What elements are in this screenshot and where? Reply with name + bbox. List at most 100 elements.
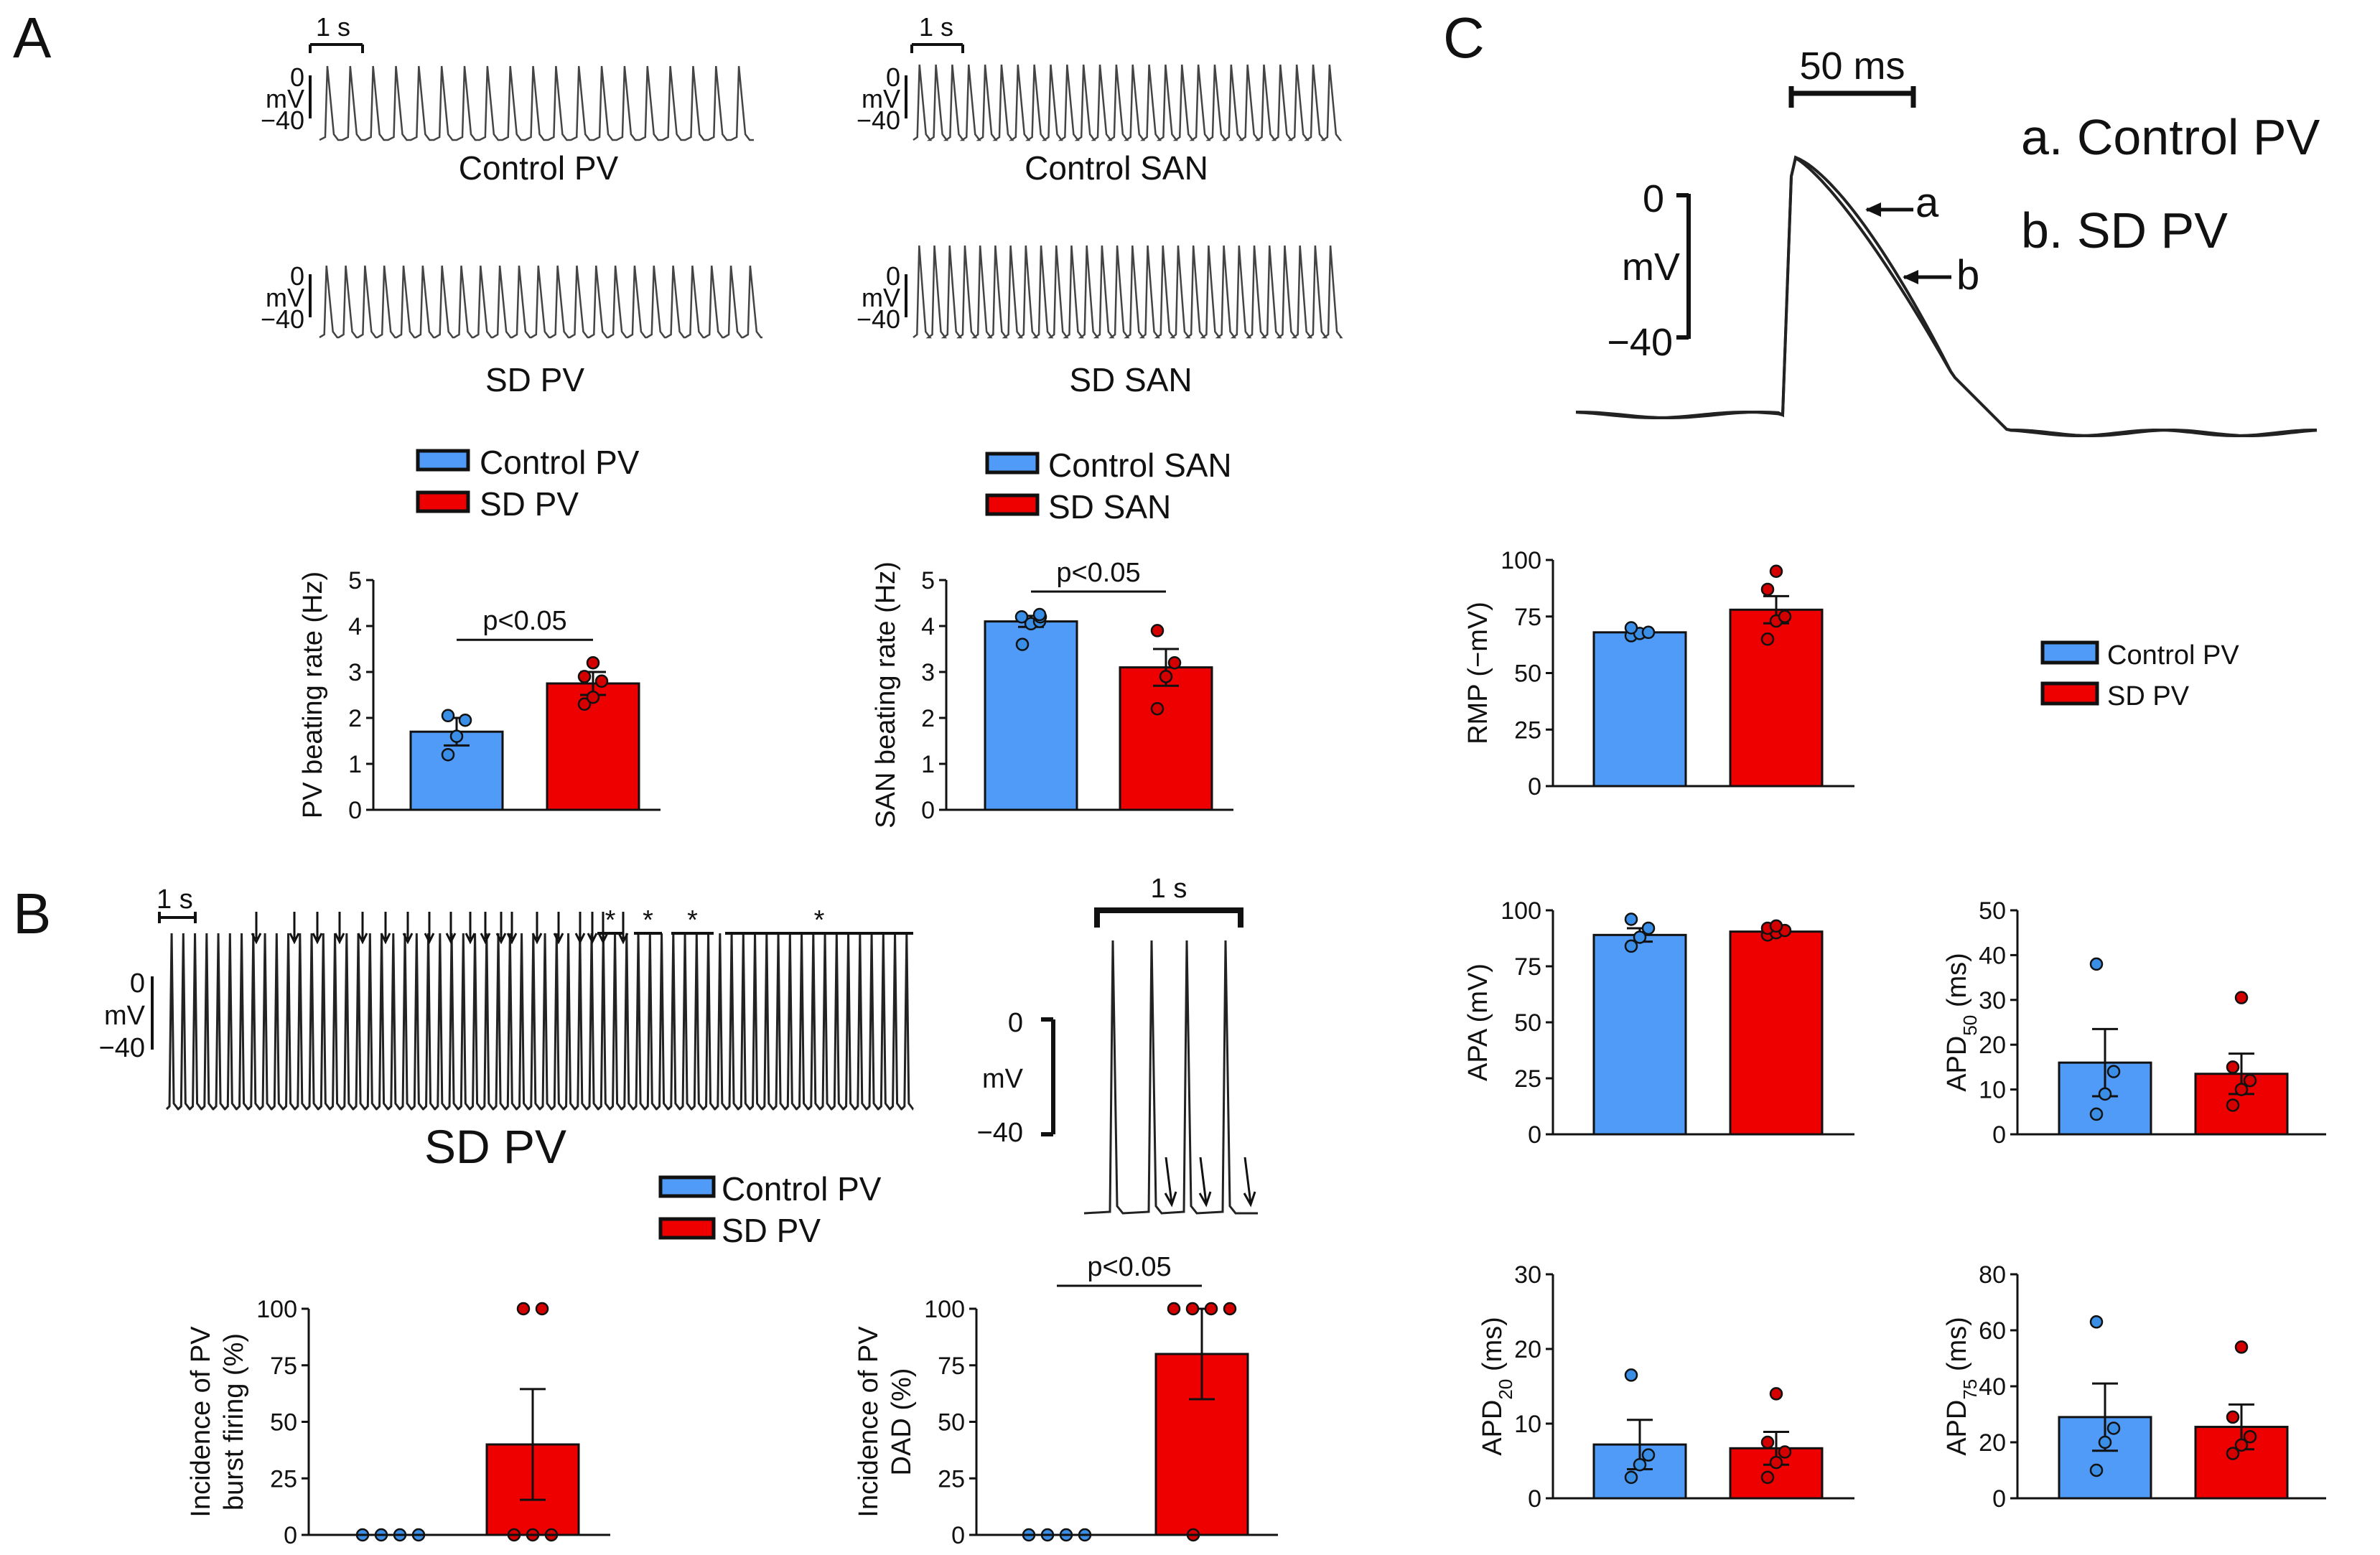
data-point	[577, 697, 592, 711]
data-point	[2098, 1087, 2112, 1101]
y-tick-label: 100	[1501, 547, 1541, 574]
significance-label: p<0.05	[482, 606, 566, 636]
scale-v-top: 0	[886, 261, 900, 291]
chart-pv-beating-rate: 0 1 2 3 4 5 PV beating rate (Hz) p<0.05	[298, 567, 661, 824]
y-tick-label: 10	[1514, 1411, 1541, 1438]
data-point	[1760, 582, 1775, 597]
y-tick-label: 25	[1514, 716, 1541, 744]
data-point	[2089, 1463, 2104, 1477]
y-axis-label: PV beating rate (Hz)	[298, 571, 328, 818]
dad-arrow	[574, 912, 586, 945]
scale-v-bottom: −40	[261, 304, 304, 334]
burst-markers: * * * *	[597, 905, 913, 935]
y-tick-label: 0	[921, 797, 935, 824]
data-point	[2226, 1098, 2240, 1112]
y-tick-label: 25	[938, 1465, 965, 1493]
legend-pv-c: Control PV SD PV	[2040, 640, 2239, 711]
y-tick-label: 4	[921, 613, 935, 640]
arrow-a-head	[1865, 202, 1881, 217]
y-tick-label: 40	[1979, 1373, 2006, 1401]
data-point	[586, 690, 600, 704]
y-tick-label: 75	[1514, 604, 1541, 631]
data-point	[1769, 1387, 1783, 1401]
arrow-a-label: a	[1915, 179, 1939, 226]
legend-swatch-control	[658, 1175, 716, 1198]
y-tick-label: 4	[348, 613, 362, 640]
data-point	[1624, 912, 1638, 926]
legend-label-sd: SD SAN	[1048, 488, 1171, 526]
dad-arrow	[1164, 1157, 1177, 1208]
y-tick-label: 75	[938, 1353, 965, 1380]
trace-b-zoom: 1 s 0 mV −40	[977, 874, 1258, 1215]
legend-swatch-control	[416, 449, 470, 472]
scale-v-top: 0	[290, 62, 304, 92]
y-tick-label: 0	[284, 1522, 297, 1549]
y-axis-label: APD50 (ms)	[1942, 953, 1981, 1092]
data-point	[2089, 1315, 2104, 1329]
trace-b-long: * * * * 1 s 0 mV −40 SD PV	[99, 884, 915, 1173]
bar-control	[1592, 933, 1687, 1136]
y-tick-label: 3	[921, 659, 935, 686]
data-point	[535, 1302, 549, 1316]
scale-v-unit: mV	[1622, 246, 1680, 289]
scale-v-unit: mV	[862, 283, 900, 312]
y-tick-label: 25	[270, 1465, 297, 1493]
y-tick-label: 1	[921, 751, 935, 778]
y-tick-label: 0	[348, 797, 362, 824]
data-point	[1223, 1302, 1237, 1316]
data-point	[1641, 625, 1656, 640]
dad-arrow	[531, 912, 543, 945]
legend-san: Control SAN SD SAN	[985, 447, 1232, 526]
dad-arrow	[289, 912, 300, 945]
trace-sd-pv: 0 mV −40 SD PV	[261, 261, 762, 398]
y-tick-label: 100	[256, 1296, 297, 1323]
y-tick-label: 100	[924, 1296, 965, 1323]
dad-arrow	[465, 912, 476, 945]
dad-arrow	[445, 912, 457, 945]
legend-a: a. Control PV	[2021, 109, 2320, 165]
data-point	[1633, 1457, 1647, 1472]
scale-v-unit: mV	[266, 84, 304, 113]
data-point	[594, 674, 609, 688]
scale-v-top: 0	[886, 62, 900, 92]
data-point	[1760, 632, 1775, 646]
legend-swatch-control	[985, 452, 1040, 475]
y-tick-label: 25	[1514, 1065, 1541, 1093]
scale-time-label: 50 ms	[1799, 45, 1905, 88]
data-point	[1760, 1435, 1775, 1449]
y-tick-label: 0	[1528, 1485, 1541, 1513]
data-point	[1769, 564, 1783, 578]
data-point	[2234, 1340, 2249, 1354]
y-tick-label: 50	[1979, 897, 2006, 925]
trace-control-san-line	[913, 64, 1343, 141]
data-point	[1167, 655, 1182, 670]
trace-b-zoom-line	[1083, 940, 1258, 1215]
chart-rmp: 0 25 50 75 100 RMP (−mV)	[1463, 547, 1854, 800]
data-point	[2234, 1438, 2249, 1452]
dad-arrow	[312, 912, 323, 945]
bar-sd	[1729, 930, 1824, 1136]
panel-label-b: B	[13, 882, 51, 945]
legend-label-sd: SD PV	[722, 1212, 821, 1249]
trace-sd-pv-ap	[1575, 155, 2317, 437]
legend-swatch-sd	[985, 493, 1040, 516]
data-point	[1624, 1470, 1638, 1485]
y-tick-label: 3	[348, 659, 362, 686]
data-point	[2226, 1447, 2240, 1460]
data-point	[1167, 1302, 1181, 1316]
data-point	[1769, 1455, 1783, 1470]
data-point	[441, 709, 455, 723]
burst-star: *	[814, 905, 825, 935]
data-point	[2089, 1107, 2104, 1121]
burst-star: *	[687, 905, 698, 935]
data-point	[2106, 1421, 2121, 1435]
trace-control-pv-line	[319, 65, 754, 141]
data-point	[1624, 939, 1638, 953]
data-point	[1204, 1302, 1218, 1316]
bar-sd	[1729, 608, 1824, 788]
y-axis-label: Incidence of PV	[186, 1326, 216, 1518]
data-point	[1015, 638, 1030, 651]
data-point	[2234, 991, 2249, 1004]
y-tick-label: 5	[348, 567, 362, 594]
trace-sd-san-line	[913, 245, 1343, 339]
